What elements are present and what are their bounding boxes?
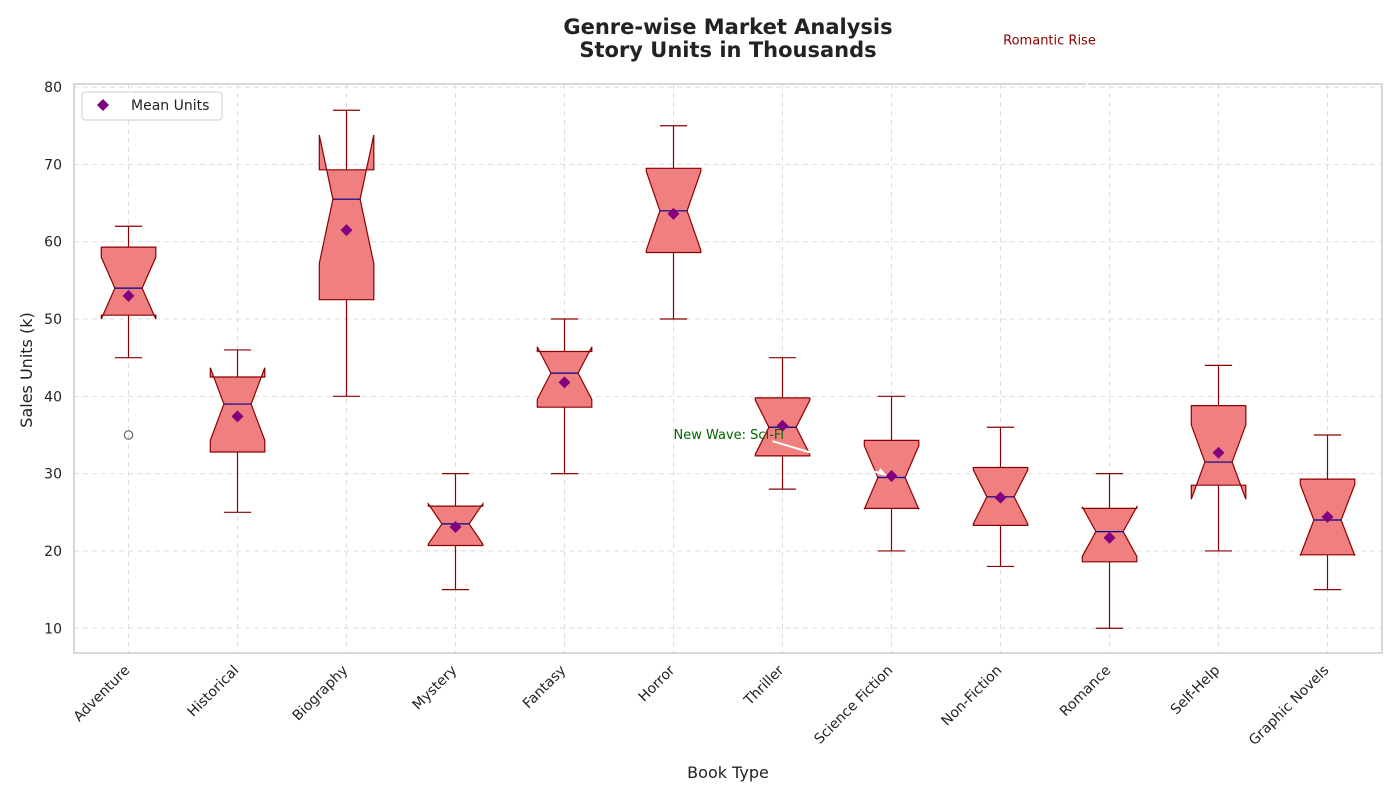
mean-marker [1321,510,1334,523]
box-body [209,367,266,453]
y-axis-ticks: 10 20 30 40 50 60 70 80 [44,80,62,637]
y-tick-label: 20 [44,544,62,560]
box-graphic-novels [1299,434,1356,591]
box-body [100,246,157,320]
y-tick-label: 60 [44,235,62,251]
mean-marker [122,289,135,302]
box-body [318,134,375,301]
box-romance [1081,473,1138,629]
mean-marker [558,376,571,389]
box-horror [645,125,702,320]
legend: Mean Units [81,91,223,121]
box-adventure [100,225,157,440]
mean-marker [1103,531,1116,544]
annotation-romantic-rise: Romantic Rise [1003,34,1096,49]
y-axis-label: Sales Units (k) [17,312,36,427]
x-axis-label: Book Type [687,763,769,782]
mean-marker [994,491,1007,504]
mean-marker [449,520,462,533]
mean-marker [340,224,353,237]
box-science-fiction [863,395,920,552]
y-tick-label: 50 [44,312,62,328]
y-tick-label: 10 [44,621,62,637]
outlier-point [123,430,134,440]
mean-marker [667,207,680,220]
annotations: Romantic Rise New Wave: Sci-Fi [674,34,1096,477]
plot-area-frame [73,83,1383,654]
annotation-sci-fi-arrowhead [876,468,887,476]
box-biography [318,109,375,397]
chart-subtitle: Story Units in Thousands [579,38,876,62]
legend-mean-marker [97,99,109,111]
box-fantasy [536,318,593,475]
box-historical [209,349,266,513]
legend-frame [81,91,223,121]
box-self-help [1190,364,1247,552]
y-tick-label: 30 [44,467,62,483]
legend-label: Mean Units [131,98,209,114]
annotation-romantic-rise-arrow [1083,82,1089,93]
mean-marker [776,419,789,432]
box-thriller [754,357,811,490]
chart-title: Genre-wise Market Analysis [563,15,892,39]
annotation-new-wave-sci-fi: New Wave: Sci-Fi [674,428,785,443]
boxes [100,109,1356,629]
mean-marker [231,410,244,423]
y-tick-label: 40 [44,389,62,405]
mean-marker [885,469,898,482]
y-tick-label: 70 [44,157,62,173]
annotation-sci-fi-arrow [772,440,887,477]
mean-marker [1212,446,1225,459]
box-non-fiction [972,426,1029,568]
box-mystery [427,473,484,591]
y-tick-label: 80 [44,80,62,96]
